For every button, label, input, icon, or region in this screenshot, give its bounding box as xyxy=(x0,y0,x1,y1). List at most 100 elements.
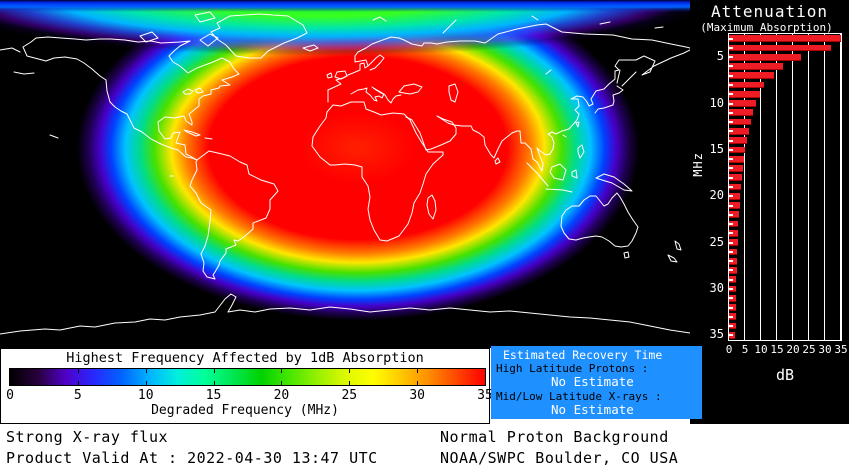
attenuation-bar xyxy=(729,146,746,154)
coast-ireland xyxy=(326,72,333,79)
colorbar-tick xyxy=(145,369,147,373)
coast-chukotka-wrap xyxy=(0,47,21,53)
x-tick-label: 35 xyxy=(834,343,848,356)
coast-sri-lanka xyxy=(494,157,501,165)
y-minor-tick xyxy=(729,278,733,281)
coast-sakhalin xyxy=(616,69,621,84)
colorbar-tick xyxy=(145,381,147,385)
coast-cuba xyxy=(183,129,201,137)
grid-line xyxy=(776,34,777,340)
y-minor-tick xyxy=(729,65,733,68)
y-minor-tick xyxy=(729,84,733,86)
y-minor-tick xyxy=(729,223,733,226)
attenuation-title: Attenuation xyxy=(711,2,828,21)
coast-new-siberian xyxy=(599,21,611,25)
attenuation-bar xyxy=(729,109,754,117)
coast-philippines xyxy=(577,144,585,159)
y-minor-tick xyxy=(729,46,733,49)
coast-wrangel xyxy=(654,26,664,29)
attenuation-bar xyxy=(729,63,784,70)
lake-baikal xyxy=(545,69,552,75)
y-tick-label: 35 xyxy=(709,327,724,342)
great-lakes-west xyxy=(182,88,194,95)
attenuation-bar xyxy=(729,44,832,52)
attenuation-bar xyxy=(729,53,801,61)
coast-java xyxy=(545,188,573,193)
x-tick-label: 10 xyxy=(754,343,768,356)
coast-taiwan xyxy=(575,121,580,128)
coast-caspian xyxy=(448,83,459,103)
y-minor-tick xyxy=(729,213,733,216)
x-tick-label: 20 xyxy=(786,343,800,356)
grid-line xyxy=(824,34,825,340)
coast-africa xyxy=(311,101,444,242)
colorbar-tick xyxy=(77,369,79,373)
y-minor-tick xyxy=(729,121,733,124)
y-minor-tick xyxy=(729,102,733,105)
coast-borneo xyxy=(549,163,567,181)
y-minor-tick xyxy=(729,176,733,179)
islands-aleutian xyxy=(13,71,35,75)
absorption-gradient-blob xyxy=(0,0,690,348)
y-minor-tick xyxy=(729,74,733,77)
x-tick-label: 25 xyxy=(802,343,816,356)
grid-line xyxy=(792,34,793,340)
colorbar-label: 0 xyxy=(6,388,14,403)
grid-line xyxy=(760,34,761,340)
grid-line xyxy=(840,34,841,340)
colorbar-tick xyxy=(213,369,215,373)
recovery-label-protons: High Latitude Protons : xyxy=(496,362,649,375)
attenuation-bar xyxy=(729,202,740,209)
attenuation-bar xyxy=(729,137,747,144)
coast-antarctica xyxy=(0,293,690,335)
y-minor-tick xyxy=(729,130,733,133)
x-tick-label: 15 xyxy=(770,343,784,356)
frequency-legend: Highest Frequency Affected by 1dB Absorp… xyxy=(0,348,493,424)
coast-baltic xyxy=(367,54,385,71)
attenuation-subtitle: (Maximum Absorption) xyxy=(700,21,833,34)
y-tick-label: 15 xyxy=(709,141,724,156)
y-tick-label: 25 xyxy=(709,234,724,249)
coast-sumatra xyxy=(526,162,549,187)
attenuation-panel: Attenuation (Maximum Absorption) MHz 5 10… xyxy=(690,0,849,424)
attenuation-bar-chart xyxy=(728,33,842,341)
y-minor-tick xyxy=(729,158,733,161)
x-tick-label: 0 xyxy=(725,343,733,356)
attenuation-bar xyxy=(729,257,737,265)
attenuation-bar xyxy=(729,81,765,89)
coast-black-sea xyxy=(398,83,423,95)
y-minor-tick xyxy=(729,56,733,59)
coast-hispaniola xyxy=(204,137,213,140)
colorbar-tick xyxy=(417,381,419,385)
attenuation-bar xyxy=(729,183,741,191)
coast-nz-south xyxy=(667,254,678,263)
colorbar-label: 20 xyxy=(273,388,290,403)
coast-nz-north xyxy=(674,240,682,251)
y-minor-tick xyxy=(729,288,733,290)
attenuation-bar xyxy=(729,165,743,172)
x-axis-label: dB xyxy=(775,366,795,384)
y-minor-tick xyxy=(729,250,733,253)
proton-status: Normal Proton Background xyxy=(440,428,669,446)
recovery-label-xrays: Mid/Low Latitude X-rays : xyxy=(496,390,662,403)
attenuation-bar xyxy=(729,90,761,98)
y-minor-tick xyxy=(729,325,733,328)
attenuation-bar xyxy=(729,192,741,200)
legend-axis-label: Degraded Frequency (MHz) xyxy=(151,403,339,418)
colorbar-tick xyxy=(349,381,351,385)
colorbar-tick xyxy=(77,381,79,385)
x-tick-label: 30 xyxy=(818,343,832,356)
coast-mediterranean xyxy=(350,86,402,104)
grid-line xyxy=(808,34,809,340)
y-tick-label: 20 xyxy=(709,188,724,203)
coast-victoria-island xyxy=(139,31,159,43)
islands-hawaii xyxy=(49,134,59,139)
recovery-time-box: Estimated Recovery Time High Latitude Pr… xyxy=(491,346,702,419)
y-minor-tick xyxy=(729,167,733,170)
legend-title: Highest Frequency Affected by 1dB Absorp… xyxy=(66,350,424,366)
coast-ellesmere xyxy=(194,11,216,23)
attenuation-bar xyxy=(729,220,739,228)
recovery-value-xrays: No Estimate xyxy=(551,402,634,417)
world-absorption-map xyxy=(0,0,690,348)
